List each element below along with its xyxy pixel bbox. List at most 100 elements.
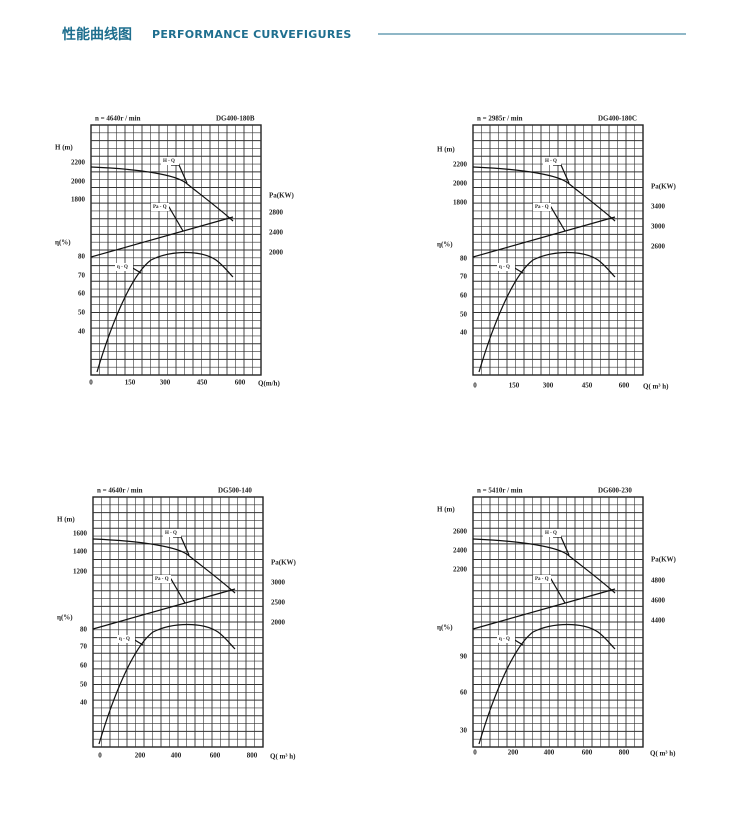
eta-tick-label: 40	[78, 328, 86, 336]
curve-label: H - Q	[163, 159, 175, 164]
curve-label-bg	[543, 529, 561, 537]
pa-tick-label: 2600	[651, 243, 666, 251]
q-tick-label: 800	[247, 752, 258, 760]
eta-tick-label: 70	[80, 643, 88, 651]
h-label: H (m)	[55, 144, 73, 152]
pa-tick-label: 2800	[269, 209, 284, 217]
h-tick-label: 1800	[453, 199, 468, 207]
pa-tick-label: 2000	[271, 619, 286, 627]
q-tick-label: 450	[582, 382, 593, 390]
model: DG400-180C	[598, 115, 637, 123]
eta-tick-label: 50	[80, 681, 88, 689]
h-tick-label: 2200	[71, 159, 86, 167]
h-label: H (m)	[437, 146, 455, 154]
eta-label: η(%)	[55, 239, 71, 247]
curve-label-bg	[117, 635, 135, 643]
title-en: PERFORMANCE CURVEFIGURES	[152, 28, 352, 41]
eta-label: η(%)	[437, 241, 453, 249]
pa-label: Pa(KW)	[269, 192, 295, 200]
h-tick-label: 1800	[71, 196, 86, 204]
q-tick-label: 400	[171, 752, 182, 760]
q-tick-label: 150	[509, 382, 520, 390]
curve-label: η - Q	[119, 637, 130, 642]
speed: n = 4640r / min	[95, 115, 141, 123]
eta-tick-label: 80	[460, 255, 468, 263]
eta-q-curve	[98, 623, 236, 745]
q-label: Q(m/h)	[258, 380, 280, 388]
pa-label: Pa(KW)	[651, 183, 677, 191]
h-tick-label: 2200	[453, 161, 468, 169]
pa-tick-label: 2000	[269, 249, 284, 257]
eta-tick-label: 50	[460, 311, 468, 319]
curve-label-bg	[533, 575, 551, 583]
eta-tick-label: 30	[460, 727, 468, 735]
eta-tick-label: 60	[460, 292, 468, 300]
eta-tick-label: 50	[78, 309, 86, 317]
curve-label-bg	[153, 575, 171, 583]
eta-tick-label: 70	[78, 272, 86, 280]
q-tick-label: 200	[135, 752, 146, 760]
q-tick-label: 0	[98, 752, 102, 760]
eta-tick-label: 60	[80, 662, 88, 670]
pa-q-curve	[92, 588, 236, 630]
h-label: H (m)	[437, 506, 455, 514]
curve-label-bg	[115, 263, 133, 271]
q-tick-label: 800	[619, 749, 630, 757]
curve-label: η - Q	[499, 637, 510, 642]
q-tick-label: 600	[235, 379, 246, 387]
curve-label: Pa - Q	[155, 577, 169, 582]
eta-q-curve	[478, 251, 616, 373]
eta-q-curve	[478, 623, 616, 745]
h-q-curve	[472, 538, 616, 594]
eta-tick-label: 80	[78, 253, 86, 261]
q-tick-label: 600	[619, 382, 630, 390]
curve-label-bg	[533, 203, 551, 211]
model: DG600-230	[598, 487, 632, 495]
h-tick-label: 2400	[453, 547, 468, 555]
h-tick-label: 1600	[73, 530, 88, 538]
eta-tick-label: 60	[460, 689, 468, 697]
pa-tick-label: 2500	[271, 599, 286, 607]
h-q-curve	[92, 538, 236, 594]
pa-q-curve	[90, 216, 234, 258]
pa-tick-label: 3400	[651, 203, 666, 211]
h-tick-label: 2600	[453, 528, 468, 536]
q-label: Q( m³ h)	[650, 750, 676, 758]
h-tick-label: 2000	[453, 180, 468, 188]
curve-label-bg	[163, 529, 181, 537]
q-tick-label: 200	[508, 749, 519, 757]
model: DG500-140	[218, 487, 252, 495]
pa-tick-label: 4600	[651, 597, 666, 605]
speed: n = 2985r / min	[477, 115, 523, 123]
curve-label: Pa - Q	[535, 205, 549, 210]
pa-tick-label: 3000	[271, 579, 286, 587]
eta-tick-label: 70	[460, 273, 468, 281]
curve-label-bg	[543, 157, 561, 165]
curve-label: H - Q	[165, 531, 177, 536]
h-q-curve	[472, 166, 616, 222]
pa-tick-label: 3000	[651, 223, 666, 231]
curve-label-bg	[151, 203, 169, 211]
curve-label: H - Q	[545, 159, 557, 164]
curve-label-bg	[497, 263, 515, 271]
q-label: Q( m³ h)	[643, 383, 669, 391]
eta-tick-label: 40	[80, 699, 88, 707]
eta-q-curve	[96, 251, 234, 373]
h-label: H (m)	[57, 516, 75, 524]
q-tick-label: 300	[543, 382, 554, 390]
eta-label: η(%)	[57, 614, 73, 622]
curve-label: Pa - Q	[153, 205, 167, 210]
h-tick-label: 1400	[73, 548, 88, 556]
pa-tick-label: 4800	[651, 577, 666, 585]
h-tick-label: 2000	[71, 178, 86, 186]
pa-tick-label: 2400	[269, 229, 284, 237]
q-tick-label: 150	[125, 379, 136, 387]
pa-label: Pa(KW)	[271, 559, 297, 567]
curve-label: η - Q	[117, 265, 128, 270]
model: DG400-180B	[216, 115, 255, 123]
speed: n = 4640r / min	[97, 487, 143, 495]
speed: n = 5410r / min	[477, 487, 523, 495]
eta-tick-label: 40	[460, 329, 468, 337]
eta-tick-label: 90	[460, 653, 468, 661]
curve-label-bg	[161, 157, 179, 165]
